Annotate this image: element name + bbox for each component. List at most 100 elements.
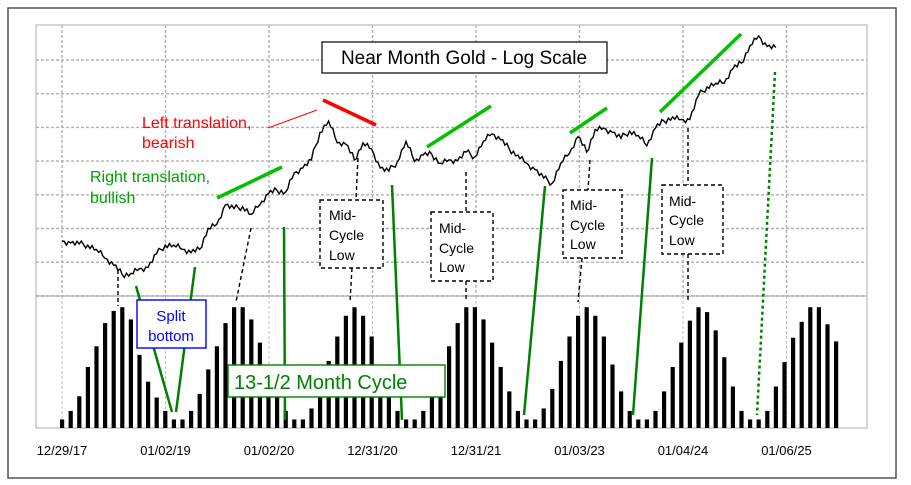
cycle-bar xyxy=(171,419,176,428)
cycle-bar xyxy=(739,410,744,428)
cycle-bar xyxy=(128,319,133,428)
cycle-bar xyxy=(68,410,73,428)
cycle-bar xyxy=(593,315,598,428)
cycle-bar xyxy=(223,323,228,428)
x-tick-label: 12/31/20 xyxy=(347,443,398,458)
bearish-trendline xyxy=(322,98,377,127)
price-line xyxy=(61,34,777,279)
mid-cycle-low-box: Mid-Cycle Low xyxy=(319,199,384,269)
x-tick-label: 12/31/21 xyxy=(451,443,502,458)
cycle-bar xyxy=(163,410,168,428)
cycle-bar xyxy=(490,342,495,428)
cycle-bar xyxy=(782,362,787,428)
bullish-trendline xyxy=(216,165,283,200)
cycle-bar xyxy=(438,369,443,428)
outer-frame xyxy=(7,7,897,479)
cycle-bar xyxy=(662,391,667,428)
cycle-bar xyxy=(653,410,658,428)
cycle-bar xyxy=(429,393,434,428)
cycle-bar xyxy=(455,323,460,428)
split-bottom-box: Split bottom xyxy=(136,299,207,349)
cycle-bar xyxy=(421,410,426,428)
cycle-bar xyxy=(713,330,718,428)
cycle-bar xyxy=(550,388,555,428)
cycle-bar xyxy=(696,307,701,428)
mid-cycle-low-box: Mid-Cycle Low xyxy=(661,184,724,255)
cycle-bar xyxy=(808,307,813,428)
cycle-bar xyxy=(791,337,796,428)
cycle-bar xyxy=(214,346,219,428)
cycle-bar xyxy=(687,320,692,428)
cycle-bar xyxy=(515,410,520,428)
bullish-trendline xyxy=(569,106,608,135)
title-box xyxy=(321,41,608,74)
cycle-bar xyxy=(584,307,589,428)
cycle-bar xyxy=(498,367,503,428)
cycle-bar xyxy=(146,381,151,428)
cycle-bar xyxy=(558,360,563,428)
cycle-bar xyxy=(619,391,624,428)
cycle-label-box: 13-1/2 Month Cycle xyxy=(227,364,446,398)
cycle-bar xyxy=(507,391,512,428)
x-tick-label: 01/06/25 xyxy=(761,443,812,458)
cycle-bar xyxy=(447,346,452,428)
cycle-bar xyxy=(816,307,821,428)
cycle-bar xyxy=(730,386,735,428)
bearish-pointer xyxy=(267,109,318,129)
x-tick-label: 01/03/23 xyxy=(554,443,605,458)
mid-cycle-low-box: Mid-Cycle Low xyxy=(430,211,494,282)
cycle-bar xyxy=(524,419,529,428)
chart-title: Near Month Gold - Log Scale xyxy=(341,48,587,69)
cycle-bar xyxy=(77,396,82,428)
cycle-bar xyxy=(644,419,649,428)
cycle-bar xyxy=(576,315,581,428)
cycle-bar xyxy=(679,342,684,428)
cycle-bar xyxy=(309,408,314,428)
mid-cycle-connectors xyxy=(117,128,689,306)
mid-cycle-low-box: Mid-Cycle Low xyxy=(562,189,623,259)
cycle-bar xyxy=(85,367,90,428)
cycle-bar xyxy=(180,419,185,428)
cycle-bar xyxy=(765,410,770,428)
cycle-bar xyxy=(197,393,202,428)
cycle-bar xyxy=(627,410,632,428)
x-tick-label: 01/02/20 xyxy=(244,443,295,458)
cycle-bar xyxy=(206,369,211,428)
cycle-bar xyxy=(705,312,710,428)
x-tick-label: 01/02/19 xyxy=(140,443,191,458)
cycle-bar xyxy=(395,410,400,428)
cycle-bar xyxy=(120,307,125,428)
cycle-bar xyxy=(541,408,546,428)
cycle-bar xyxy=(292,419,297,428)
cycle-bar xyxy=(472,307,477,428)
cycle-bar xyxy=(464,307,469,428)
x-tick-label: 01/04/24 xyxy=(658,443,709,458)
cycle-bar xyxy=(412,419,417,428)
cycle-bar xyxy=(94,346,99,428)
cycle-bar xyxy=(636,419,641,428)
cycle-bar xyxy=(318,388,323,428)
cycle-bar xyxy=(722,357,727,428)
right-translation-label: Right translation, bullish xyxy=(90,169,215,207)
x-tick-label: 12/29/17 xyxy=(37,443,88,458)
cycle-bar xyxy=(111,310,116,428)
bullish-trendline xyxy=(658,32,743,114)
cycle-bar xyxy=(825,324,830,428)
cycle-bar xyxy=(773,386,778,428)
x-axis-ticks: 12/29/17 01/02/19 01/02/20 12/31/20 12/31/21… xyxy=(37,443,812,458)
cycle-bar xyxy=(103,323,108,428)
svg-text:13-1/2 Month Cycle: 13-1/2 Month Cycle xyxy=(234,372,407,394)
cycle-bar xyxy=(834,341,839,428)
cycle-bar xyxy=(189,410,194,428)
cycle-bar xyxy=(275,391,280,428)
cycle-bar xyxy=(610,364,615,428)
cycle-bar xyxy=(154,397,159,428)
cycle-bar xyxy=(756,419,761,428)
cycle-bar xyxy=(481,319,486,428)
